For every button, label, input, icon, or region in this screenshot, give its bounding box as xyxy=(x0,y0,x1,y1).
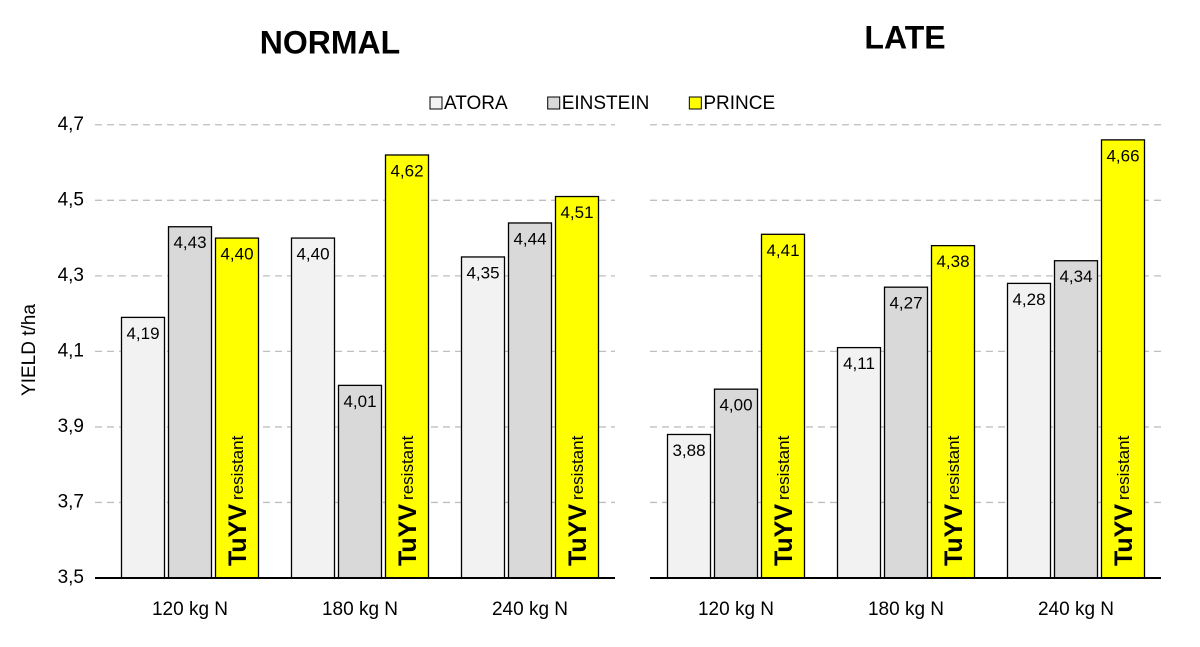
value-label: 4,27 xyxy=(889,294,922,313)
value-label: 4,40 xyxy=(220,245,253,264)
value-label: 4,51 xyxy=(560,203,593,222)
value-label: 4,38 xyxy=(936,252,969,271)
bar xyxy=(666,433,712,579)
legend-label: PRINCE xyxy=(703,93,775,114)
bar xyxy=(554,195,600,579)
bar xyxy=(883,286,929,579)
value-label: 4,11 xyxy=(843,354,875,373)
bar xyxy=(507,222,553,579)
chart-title: NORMAL xyxy=(260,24,400,60)
bar xyxy=(290,237,336,579)
x-tick-label: 180 kg N xyxy=(868,599,944,620)
x-tick-label: 240 kg N xyxy=(1038,599,1114,620)
value-label: 4,28 xyxy=(1012,290,1045,309)
bar xyxy=(167,226,213,579)
bar xyxy=(1006,282,1052,579)
bar-annotation: TuYV resistant xyxy=(1110,435,1138,566)
bar xyxy=(760,233,806,579)
annotation-main: TuYV xyxy=(564,504,592,566)
chart-title: LATE xyxy=(864,19,945,55)
value-label: 4,41 xyxy=(766,241,799,260)
y-tick-label: 4,3 xyxy=(58,265,84,286)
y-tick-label: 3,9 xyxy=(58,416,84,437)
y-tick-label: 4,1 xyxy=(58,340,84,361)
annotation-sub: resistant xyxy=(398,435,417,500)
y-axis-label: YIELD t/ha xyxy=(19,304,40,396)
legend-swatch xyxy=(547,96,561,110)
y-tick-label: 4,5 xyxy=(58,189,84,210)
legend-label: ATORA xyxy=(444,93,508,114)
annotation-main: TuYV xyxy=(940,504,968,566)
x-tick-label: 120 kg N xyxy=(698,599,774,620)
annotation-main: TuYV xyxy=(224,504,252,566)
bar xyxy=(1053,260,1099,579)
bar xyxy=(1100,139,1146,579)
annotation-sub: resistant xyxy=(774,435,793,500)
value-label: 4,34 xyxy=(1059,267,1092,286)
value-label: 4,19 xyxy=(126,324,159,343)
bar xyxy=(460,256,506,579)
y-tick-label: 3,5 xyxy=(58,567,84,588)
bar xyxy=(214,237,260,579)
bar xyxy=(836,346,882,579)
annotation-main: TuYV xyxy=(394,504,422,566)
value-label: 4,40 xyxy=(296,245,329,264)
bar xyxy=(120,316,166,579)
legend-swatch xyxy=(429,96,443,110)
annotation-sub: resistant xyxy=(1114,435,1133,500)
value-label: 4,66 xyxy=(1106,146,1139,165)
bar-annotation: TuYV resistant xyxy=(394,435,422,566)
value-label: 4,35 xyxy=(466,263,499,282)
x-tick-label: 240 kg N xyxy=(492,599,568,620)
bar xyxy=(930,244,976,579)
bar xyxy=(713,388,759,579)
annotation-main: TuYV xyxy=(1110,504,1138,566)
value-label: 4,62 xyxy=(390,161,423,180)
x-tick-label: 180 kg N xyxy=(322,599,398,620)
legend-label: EINSTEIN xyxy=(562,93,650,114)
value-label: 4,43 xyxy=(173,233,206,252)
bar-annotation: TuYV resistant xyxy=(564,435,592,566)
annotation-sub: resistant xyxy=(944,435,963,500)
bar-annotation: TuYV resistant xyxy=(770,435,798,566)
value-label: 4,00 xyxy=(719,396,752,415)
x-tick-label: 120 kg N xyxy=(152,599,228,620)
legend-swatch xyxy=(688,96,702,110)
bar-annotation: TuYV resistant xyxy=(224,435,252,566)
y-tick-label: 3,7 xyxy=(58,491,84,512)
bar-annotation: TuYV resistant xyxy=(940,435,968,566)
annotation-sub: resistant xyxy=(568,435,587,500)
y-tick-label: 4,7 xyxy=(58,114,84,135)
bar xyxy=(337,384,383,579)
annotation-sub: resistant xyxy=(228,435,247,500)
value-label: 3,88 xyxy=(672,441,705,460)
annotation-main: TuYV xyxy=(770,504,798,566)
value-label: 4,44 xyxy=(513,229,546,248)
value-label: 4,01 xyxy=(343,392,376,411)
